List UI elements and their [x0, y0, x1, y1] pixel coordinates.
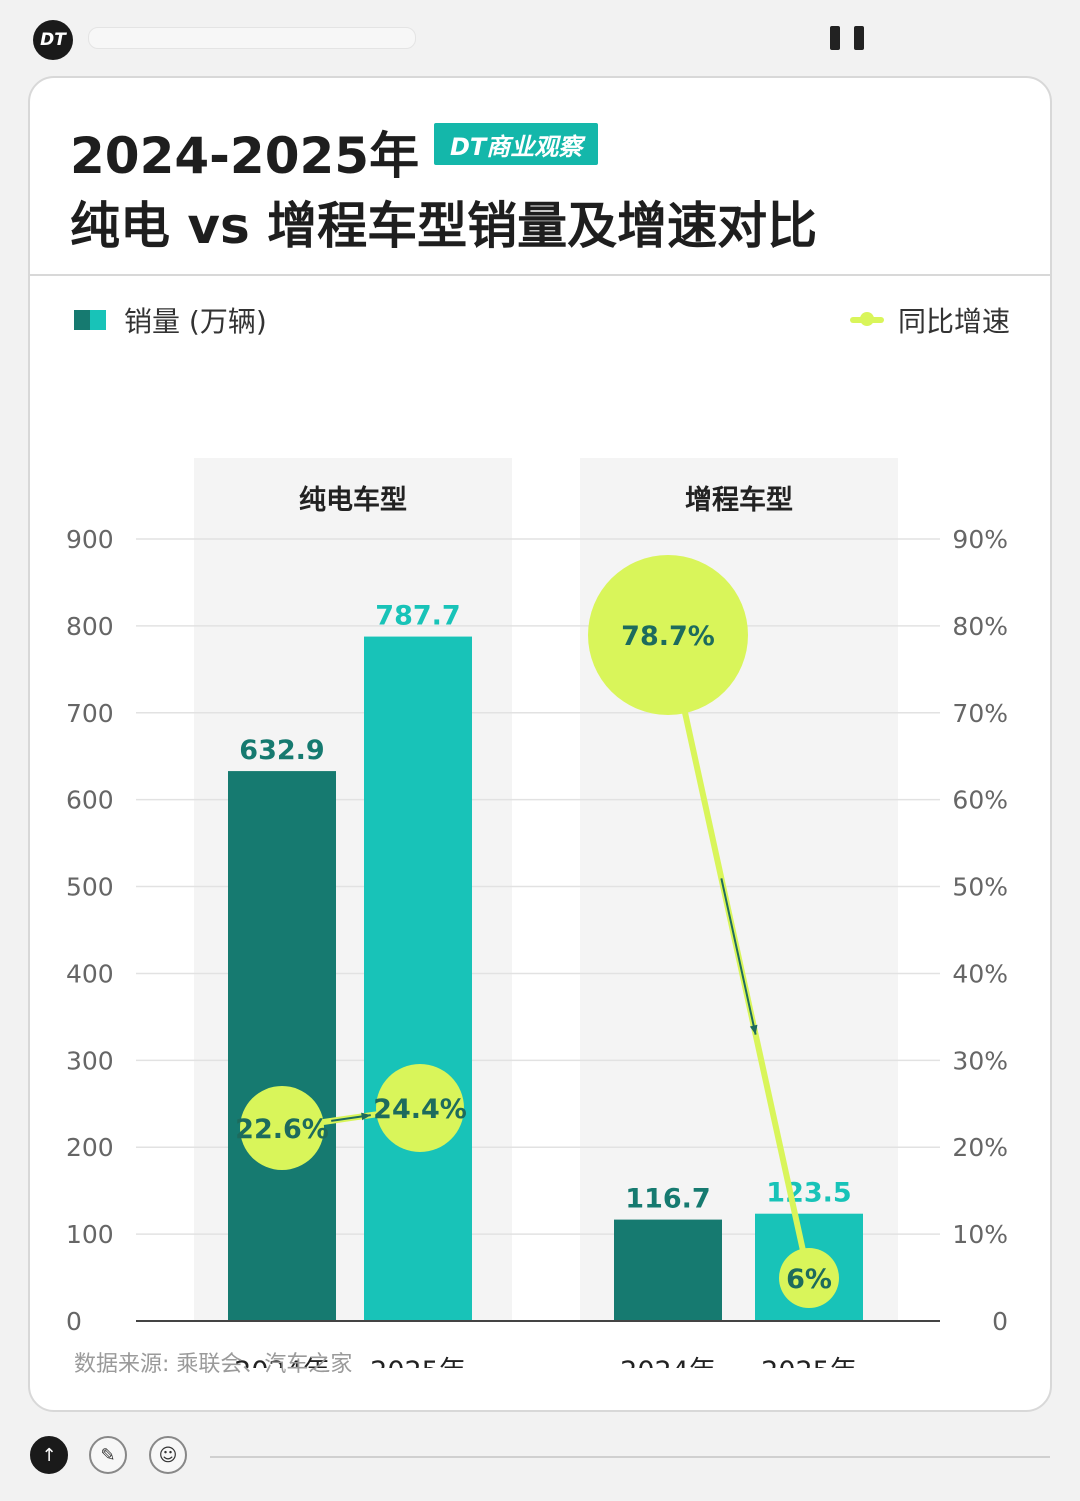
user-icon[interactable]: ☺ [149, 1436, 187, 1474]
x-tick-label: 2025年 [370, 1356, 466, 1368]
legend-sales-swatch [74, 310, 106, 330]
y-tick-right: 90% [952, 525, 1008, 554]
bar-value-label: 123.5 [766, 1178, 851, 1209]
top-progress-pill [88, 27, 416, 49]
bar-value-label: 632.9 [239, 735, 324, 766]
growth-bubble [588, 555, 748, 715]
edit-icon[interactable]: ✎ [89, 1436, 127, 1474]
y-tick-left: 700 [66, 699, 114, 728]
y-tick-right: 20% [952, 1133, 1008, 1162]
source-note: 数据来源: 乘联会、汽车之家 [74, 1352, 353, 1377]
sales-growth-chart: 纯电车型 增程车型 0 0 100 10% 200 20% 300 30% 400 40% 500 50%… [66, 458, 1008, 1368]
chart-card: 2024-2025年 DT商业观察 纯电 vs 增程车型销量及增速对比 销量 (… [28, 76, 1052, 1412]
y-tick-left: 400 [66, 959, 114, 988]
y-tick-left: 600 [66, 786, 114, 815]
growth-bubble [376, 1064, 464, 1152]
group-title-0: 纯电车型 [299, 484, 407, 516]
growth-arrowhead [361, 1112, 371, 1121]
y-tick-left: 300 [66, 1046, 114, 1075]
y-tick-left: 0 [66, 1307, 82, 1336]
upload-icon[interactable]: ↑ [30, 1436, 68, 1474]
bottom-toolbar: ↑ ✎ ☺ [0, 1430, 1080, 1490]
y-tick-right: 30% [952, 1046, 1008, 1075]
y-tick-left: 900 [66, 525, 114, 554]
divider [30, 274, 1050, 286]
x-tick-label: 2025年 [761, 1356, 857, 1368]
brand-badge: DT商业观察 [434, 123, 599, 165]
y-tick-right: 80% [952, 612, 1008, 641]
y-tick-right: 60% [952, 786, 1008, 815]
growth-label: 78.7% [621, 621, 715, 652]
bar [364, 636, 472, 1321]
growth-bubble [779, 1248, 839, 1308]
legend-growth-swatch [849, 312, 884, 326]
bar-value-label: 116.7 [625, 1184, 710, 1215]
y-tick-right: 70% [952, 699, 1008, 728]
top-right-marks [820, 26, 1050, 56]
y-tick-left: 200 [66, 1133, 114, 1162]
legend-growth: 同比增速 [849, 300, 1010, 340]
y-tick-right: 50% [952, 873, 1008, 902]
dt-logo-icon[interactable]: DT [33, 20, 73, 60]
bottom-divider [210, 1456, 1050, 1458]
y-tick-right: 0 [992, 1307, 1008, 1336]
legend-sales: 销量 (万辆) [74, 300, 267, 340]
growth-label: 22.6% [235, 1114, 329, 1145]
growth-label: 24.4% [373, 1094, 467, 1125]
y-tick-left: 800 [66, 612, 114, 641]
legend-growth-label: 同比增速 [897, 305, 1010, 338]
growth-arrowhead [749, 1024, 758, 1035]
group-title-1: 增程车型 [685, 484, 793, 516]
growth-arrow [720, 878, 757, 1035]
growth-label: 6% [786, 1264, 832, 1295]
title-line-1: 2024-2025年 [70, 127, 420, 185]
legend-sales-label: 销量 (万辆) [124, 305, 267, 338]
bar-value-label: 787.7 [375, 601, 460, 632]
growth-bubble [240, 1086, 324, 1170]
top-bar: DT [0, 0, 1080, 72]
bar [614, 1219, 722, 1321]
y-tick-right: 10% [952, 1220, 1008, 1249]
y-tick-left: 100 [66, 1220, 114, 1249]
bar [228, 771, 336, 1321]
y-tick-left: 500 [66, 873, 114, 902]
y-tick-right: 40% [952, 959, 1008, 988]
x-tick-label: 2024年 [620, 1356, 716, 1368]
title-line-2: 纯电 vs 增程车型销量及增速对比 [70, 197, 818, 255]
x-tick-label: 2024年 [234, 1356, 330, 1368]
